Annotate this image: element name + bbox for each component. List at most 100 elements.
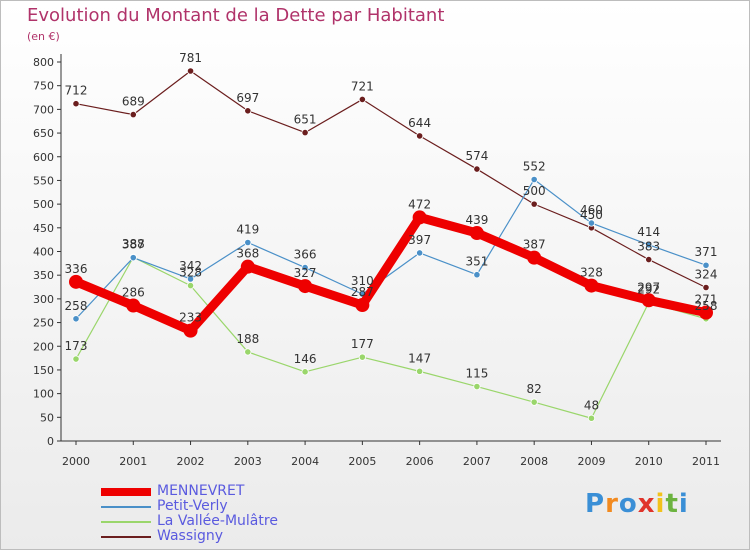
series-line xyxy=(75,70,707,289)
data-point xyxy=(416,249,424,257)
y-tick-label: 200 xyxy=(33,340,54,353)
legend-label: Wassigny xyxy=(157,528,224,544)
data-point xyxy=(416,132,424,140)
legend-label: La Vallée-Mulâtre xyxy=(157,513,278,529)
y-tick-label: 100 xyxy=(33,388,54,401)
data-point xyxy=(69,274,83,289)
data-label: 328 xyxy=(179,266,202,280)
data-label: 387 xyxy=(122,238,145,252)
logo-letter: x xyxy=(637,489,656,519)
y-tick-label: 800 xyxy=(33,56,54,69)
legend-swatch xyxy=(101,488,151,496)
data-label: 292 xyxy=(637,283,660,297)
data-point xyxy=(244,107,252,115)
x-tick-label: 2007 xyxy=(463,455,491,468)
data-point xyxy=(527,250,542,265)
data-point xyxy=(584,278,599,293)
data-label: 351 xyxy=(465,255,488,269)
x-tick-label: 2009 xyxy=(577,455,605,468)
data-label: 287 xyxy=(351,285,374,299)
data-label: 188 xyxy=(236,332,259,346)
data-label: 450 xyxy=(580,208,603,222)
data-label: 689 xyxy=(122,95,145,109)
data-label: 651 xyxy=(294,113,317,127)
data-label: 146 xyxy=(294,352,317,366)
data-point xyxy=(358,95,366,104)
data-point xyxy=(186,67,195,75)
data-point xyxy=(699,305,713,320)
data-label: 721 xyxy=(351,79,374,93)
data-point xyxy=(301,264,309,272)
series-line xyxy=(75,178,707,320)
data-point xyxy=(72,100,80,108)
data-label: 342 xyxy=(179,259,202,273)
data-label: 48 xyxy=(584,398,599,412)
data-label: 310 xyxy=(351,274,374,288)
data-point xyxy=(72,315,80,323)
chart-title: Evolution du Montant de la Dette par Hab… xyxy=(27,5,445,26)
data-point xyxy=(530,175,538,184)
data-point xyxy=(129,254,137,262)
data-label: 712 xyxy=(65,84,88,98)
data-point xyxy=(645,241,653,249)
data-point xyxy=(416,367,424,375)
x-tick-label: 2000 xyxy=(62,455,90,468)
data-point xyxy=(301,368,309,376)
data-label: 286 xyxy=(122,286,145,300)
legend-swatch xyxy=(101,506,151,508)
logo-letter: t xyxy=(665,489,679,519)
data-label: 460 xyxy=(580,203,603,217)
data-point xyxy=(587,219,596,227)
data-point xyxy=(72,355,80,363)
data-label: 397 xyxy=(408,233,431,247)
data-label: 368 xyxy=(236,247,259,261)
y-tick-label: 500 xyxy=(33,198,54,211)
data-point xyxy=(469,226,484,241)
y-tick-label: 450 xyxy=(33,222,54,235)
data-point xyxy=(240,259,255,274)
legend-label: MENNEVRET xyxy=(157,483,245,499)
data-label: 82 xyxy=(527,382,542,396)
logo-letter: P xyxy=(585,489,606,519)
y-tick-label: 600 xyxy=(33,151,54,164)
legend-swatch xyxy=(101,536,151,538)
logo-letter: i xyxy=(655,489,666,519)
proxiti-logo: Proxiti xyxy=(585,489,689,519)
legend-swatch xyxy=(101,521,151,523)
data-label: 233 xyxy=(179,311,202,325)
y-tick-label: 650 xyxy=(33,127,54,140)
data-label: 297 xyxy=(637,280,660,294)
x-tick-label: 2001 xyxy=(119,455,147,468)
data-label: 419 xyxy=(236,222,259,236)
legend-label: Petit-Verly xyxy=(157,498,228,514)
y-tick-label: 300 xyxy=(33,293,54,306)
data-point xyxy=(298,279,313,294)
y-tick-label: 250 xyxy=(33,317,54,330)
data-point xyxy=(645,255,653,264)
data-point xyxy=(412,210,427,225)
logo-letter: o xyxy=(618,489,638,519)
data-point xyxy=(186,275,195,283)
data-label: 439 xyxy=(465,213,488,227)
data-point xyxy=(702,261,710,269)
data-label: 147 xyxy=(408,351,431,365)
data-point xyxy=(301,128,309,137)
data-label: 388 xyxy=(122,237,145,251)
data-label: 258 xyxy=(65,299,88,313)
data-point xyxy=(587,414,596,422)
data-point xyxy=(473,165,481,173)
data-label: 697 xyxy=(236,91,259,105)
data-point xyxy=(358,353,366,361)
y-tick-label: 750 xyxy=(33,80,54,93)
x-tick-label: 2005 xyxy=(348,455,376,468)
data-point xyxy=(244,348,252,356)
y-tick-label: 400 xyxy=(33,246,54,259)
data-label: 387 xyxy=(523,238,546,252)
x-tick-label: 2002 xyxy=(177,455,205,468)
logo-letter: i xyxy=(678,489,689,519)
data-label: 258 xyxy=(695,299,718,313)
data-label: 327 xyxy=(294,266,317,280)
data-point xyxy=(702,283,710,292)
